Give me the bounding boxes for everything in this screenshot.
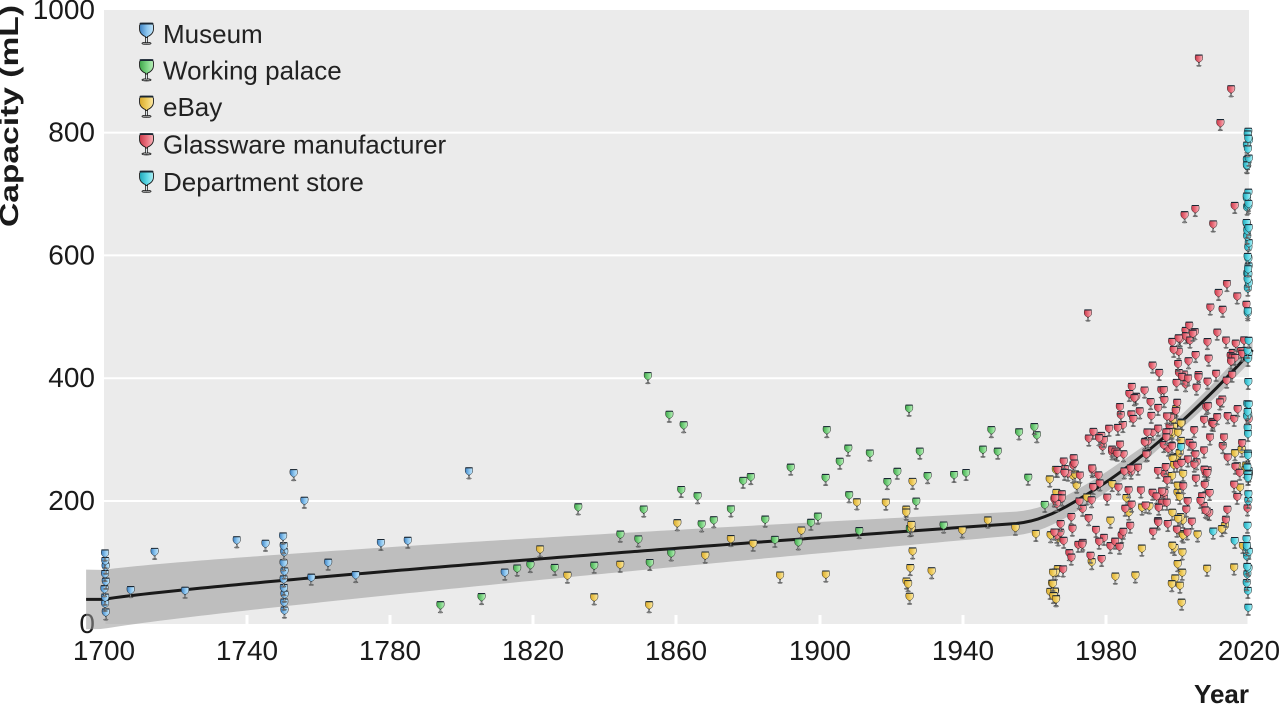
svg-text:1820: 1820 (502, 635, 564, 666)
svg-text:1900: 1900 (789, 635, 851, 666)
svg-text:600: 600 (48, 239, 95, 270)
svg-text:eBay: eBay (163, 92, 222, 122)
svg-text:1980: 1980 (1075, 635, 1137, 666)
svg-text:1860: 1860 (645, 635, 707, 666)
svg-text:1780: 1780 (359, 635, 421, 666)
svg-text:Glassware manufacturer: Glassware manufacturer (163, 130, 447, 160)
svg-text:800: 800 (48, 117, 95, 148)
svg-text:1740: 1740 (216, 635, 278, 666)
svg-text:1940: 1940 (932, 635, 994, 666)
svg-text:Capacity (mL): Capacity (mL) (0, 5, 24, 227)
svg-text:Year: Year (1194, 679, 1249, 709)
svg-text:1000: 1000 (33, 0, 95, 25)
svg-text:2020: 2020 (1218, 635, 1280, 666)
svg-text:400: 400 (48, 362, 95, 393)
svg-text:200: 200 (48, 485, 95, 516)
svg-text:Working palace: Working palace (163, 56, 342, 86)
svg-text:Museum: Museum (163, 19, 263, 49)
svg-text:Department store: Department store (163, 167, 364, 197)
svg-text:1700: 1700 (73, 635, 135, 666)
